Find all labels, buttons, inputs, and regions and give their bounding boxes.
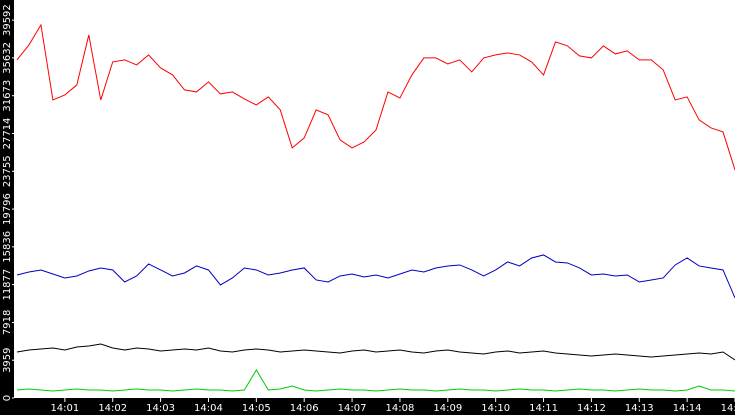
x-tick-label: 14:13: [625, 403, 654, 414]
y-tick-label: 11877: [2, 269, 13, 301]
x-tick-label: 14:10: [481, 403, 510, 414]
x-tick-label: 14:11: [529, 403, 558, 414]
x-tick-label: 14:08: [386, 403, 415, 414]
y-tick-label: 19796: [2, 193, 13, 225]
x-tick-label: 14:03: [146, 403, 175, 414]
series-line: [16, 23, 735, 171]
y-tick-label: 15836: [2, 231, 13, 263]
x-tick-label: 14:06: [290, 403, 319, 414]
x-tick-label: 14:15: [721, 403, 735, 414]
x-tick-label: 14:01: [50, 403, 79, 414]
x-tick-label: 14:09: [433, 403, 462, 414]
x-tick-label: 14:05: [242, 403, 271, 414]
y-tick-label: 7918: [2, 310, 13, 335]
y-tick-label: 0: [2, 395, 13, 401]
x-tick-label: 14:07: [338, 403, 367, 414]
y-tick-label: 31673: [2, 80, 13, 112]
series-line: [16, 369, 735, 392]
y-tick-label: 39592: [2, 4, 13, 36]
y-tick-label: 3959: [2, 347, 13, 372]
x-axis-strip: [0, 398, 735, 415]
y-tick-label: 27714: [2, 118, 13, 150]
x-tick-label: 14:04: [194, 403, 223, 414]
x-tick-label: 14:02: [98, 403, 127, 414]
y-tick-label: 23755: [2, 155, 13, 187]
y-axis-strip: [0, 0, 14, 415]
series-line: [16, 343, 735, 361]
series-line: [16, 254, 735, 299]
y-tick-label: 35632: [2, 42, 13, 74]
x-tick-label: 14:14: [673, 403, 702, 414]
x-tick-label: 14:12: [577, 403, 606, 414]
